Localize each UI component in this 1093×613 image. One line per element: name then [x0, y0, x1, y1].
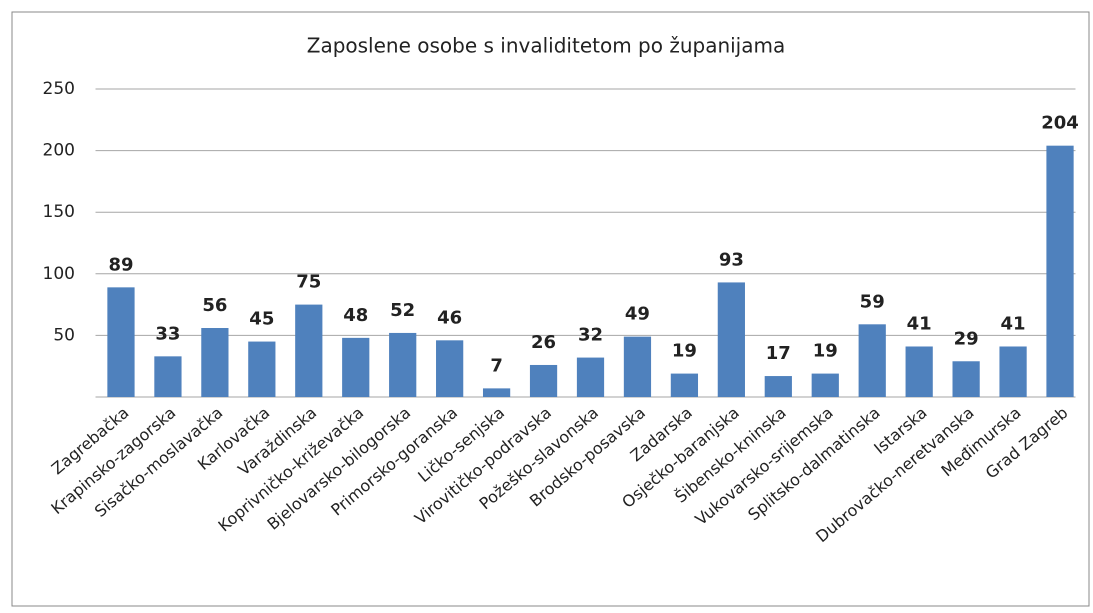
y-tick-label: 100 [43, 264, 75, 284]
y-tick-label: 50 [53, 325, 75, 345]
bar [201, 328, 229, 397]
data-label: 204 [1041, 113, 1079, 134]
y-tick-label: 250 [43, 79, 75, 99]
bar [717, 282, 745, 397]
data-label: 32 [578, 325, 603, 346]
data-label: 41 [1001, 313, 1026, 334]
bar [389, 332, 417, 397]
bar [482, 388, 511, 397]
chart-title: Zaposlene osobe s invaliditetom po župan… [307, 34, 786, 58]
bar [670, 373, 699, 397]
bar [154, 356, 182, 397]
y-tick-label: 200 [43, 141, 75, 161]
bar [576, 357, 605, 397]
bar [952, 361, 980, 397]
bar [295, 304, 323, 397]
chart-frame [11, 11, 1090, 607]
bar [858, 324, 886, 397]
data-label: 26 [531, 332, 556, 353]
bar [1046, 145, 1074, 397]
data-label: 56 [202, 295, 227, 316]
data-label: 19 [813, 341, 838, 362]
data-label: 75 [296, 272, 321, 293]
data-label: 7 [490, 355, 503, 376]
bar [107, 287, 135, 397]
data-label: 29 [954, 328, 979, 349]
bar [905, 346, 933, 397]
bar [436, 340, 464, 397]
bar [248, 341, 276, 397]
bar [764, 376, 792, 397]
bar [999, 346, 1027, 397]
bar [811, 373, 839, 397]
bar [623, 336, 652, 397]
data-label: 33 [155, 323, 180, 344]
data-label: 59 [860, 291, 885, 312]
data-label: 89 [108, 254, 133, 275]
data-label: 93 [719, 249, 744, 270]
bar [342, 337, 370, 397]
data-label: 52 [390, 300, 415, 321]
data-label: 49 [625, 304, 650, 325]
bar [529, 364, 558, 397]
y-tick-label: 150 [43, 202, 75, 222]
data-label: 41 [907, 313, 932, 334]
data-label: 19 [672, 341, 697, 362]
data-label: 45 [249, 309, 274, 330]
data-label: 48 [343, 305, 368, 326]
data-label: 46 [437, 307, 462, 328]
data-label: 17 [766, 343, 791, 364]
